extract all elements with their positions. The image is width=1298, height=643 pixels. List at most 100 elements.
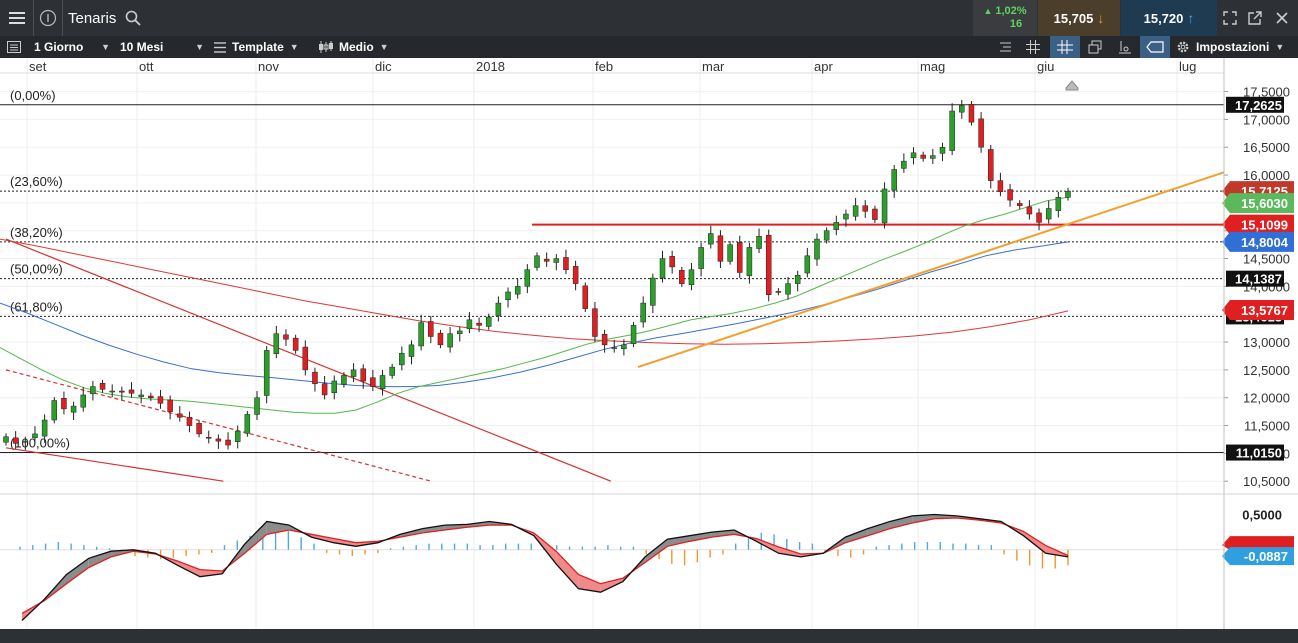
oscillator-fill (400, 528, 423, 538)
candle-body (379, 375, 386, 390)
range-label: 10 Mesi (120, 40, 164, 54)
search-button[interactable] (123, 0, 143, 36)
oscillator-fill (467, 521, 490, 528)
oscillator-fill (177, 561, 201, 577)
price-tag-arrow (1222, 193, 1294, 214)
candle-body (1055, 197, 1062, 211)
candle-body (408, 344, 415, 357)
buy-price-button[interactable]: 15,720 ↑ (1121, 0, 1217, 36)
scroll-marker-icon[interactable] (1065, 80, 1079, 91)
candle-body (51, 400, 58, 421)
range-dropdown[interactable]: 10 Mesi ▼ (120, 36, 208, 58)
candle-body (563, 257, 569, 270)
price-tag-label: 17,2625 (1235, 98, 1282, 113)
menu-button[interactable] (4, 0, 30, 36)
y-tick-label: 12,0000 (1243, 391, 1290, 406)
candle-body (959, 105, 965, 113)
grid-toggle-button[interactable] (1022, 36, 1044, 58)
oscillator-fill (200, 569, 223, 577)
candle-body (543, 258, 550, 262)
candle-body (22, 440, 29, 443)
price-chart[interactable]: set ott nov dic 2018 feb mar apr mag giu lug 17,50… (0, 58, 1298, 629)
candle-body (12, 437, 19, 444)
oscillator-tag (1222, 547, 1294, 566)
x-tick-label: 2018 (476, 59, 505, 74)
price-tag-label: 15,6030 (1241, 196, 1288, 211)
sell-price-button[interactable]: 15,705 ↓ (1038, 0, 1120, 36)
candle-body (939, 146, 946, 154)
y-tick-label: 14,5000 (1243, 252, 1290, 267)
lines-icon (1000, 42, 1011, 52)
popout-button[interactable] (1244, 0, 1266, 36)
candle-body (389, 366, 395, 376)
grid-lines (0, 58, 1224, 629)
x-tick-label: dic (375, 59, 392, 74)
trendline (637, 171, 1225, 369)
candle-body (399, 352, 405, 366)
x-tick-label: giu (1037, 59, 1054, 74)
moving-average-green (0, 196, 1069, 414)
change-percent: 1,02% (995, 5, 1027, 17)
crosshair-button[interactable] (1050, 36, 1080, 58)
bottom-scrollbar[interactable] (0, 629, 1298, 643)
change-box: ▲ 1,02% 16 (973, 0, 1037, 36)
candle-body (997, 180, 1004, 193)
gear-icon (1177, 41, 1189, 53)
drawing-list-button[interactable] (994, 36, 1016, 58)
oscillator-fill (645, 539, 668, 563)
candle-body (785, 283, 791, 295)
settings-button[interactable]: Impostazioni ▼ (1176, 36, 1294, 58)
close-button[interactable] (1270, 0, 1294, 36)
x-tick-label: apr (814, 59, 833, 74)
candle-body (476, 322, 482, 326)
price-tag-label: 15,1099 (1241, 218, 1288, 233)
candle-body (891, 169, 897, 191)
indicator-button[interactable] (1114, 36, 1136, 58)
info-button[interactable] (36, 0, 60, 36)
candle-body (727, 244, 733, 262)
candle-body (1065, 190, 1071, 198)
candle-body (447, 333, 453, 348)
candle-body (341, 375, 347, 385)
chevron-down-icon: ▼ (195, 42, 204, 52)
template-icon (214, 41, 226, 53)
candlesticks (3, 99, 1071, 451)
candle-body (186, 416, 193, 426)
fullscreen-button[interactable] (1219, 0, 1241, 36)
oscillator-fill (889, 515, 913, 529)
price-tag-box (1226, 270, 1284, 287)
candle-body (814, 238, 820, 260)
oscillator-y-label: 0,5000 (1242, 507, 1282, 522)
template-dropdown[interactable]: Template ▼ (214, 36, 306, 58)
template-label: Template (232, 40, 284, 54)
candle-body (428, 321, 434, 337)
candle-body (196, 423, 202, 435)
hamburger-icon (9, 12, 25, 24)
oscillator-tag-signal (1222, 536, 1294, 551)
candle-body (437, 332, 444, 346)
price-tag-box (1226, 444, 1284, 461)
candle-body (119, 390, 125, 393)
candle-body (978, 118, 984, 148)
oscillator-fill (333, 538, 356, 547)
candle-body (80, 394, 86, 408)
interval-dropdown[interactable]: 1 Giorno ▼ (34, 36, 114, 58)
candle-body (292, 337, 299, 351)
tag-button[interactable] (1140, 36, 1170, 58)
settings-label: Impostazioni (1196, 40, 1270, 54)
layers-button[interactable] (1084, 36, 1106, 58)
candle-body (534, 255, 540, 268)
chart-toolbar: 1 Giorno ▼ 10 Mesi ▼ Template ▼ Medio ▼ … (0, 36, 1298, 58)
candle-body (1045, 208, 1052, 220)
chart-style-dropdown[interactable]: Medio ▼ (318, 36, 398, 58)
oscillator-fill (311, 534, 334, 543)
candle-body (41, 419, 48, 437)
candle-body (872, 208, 878, 220)
sidebar-toggle-button[interactable] (3, 36, 25, 58)
oscillator-panel: 0,5000 -0,0887 (0, 507, 1294, 621)
expand-icon (1223, 11, 1237, 25)
candle-body (244, 414, 251, 434)
price-tag-box (1226, 96, 1284, 113)
candle-body (457, 330, 463, 334)
x-tick-label: nov (258, 59, 279, 74)
